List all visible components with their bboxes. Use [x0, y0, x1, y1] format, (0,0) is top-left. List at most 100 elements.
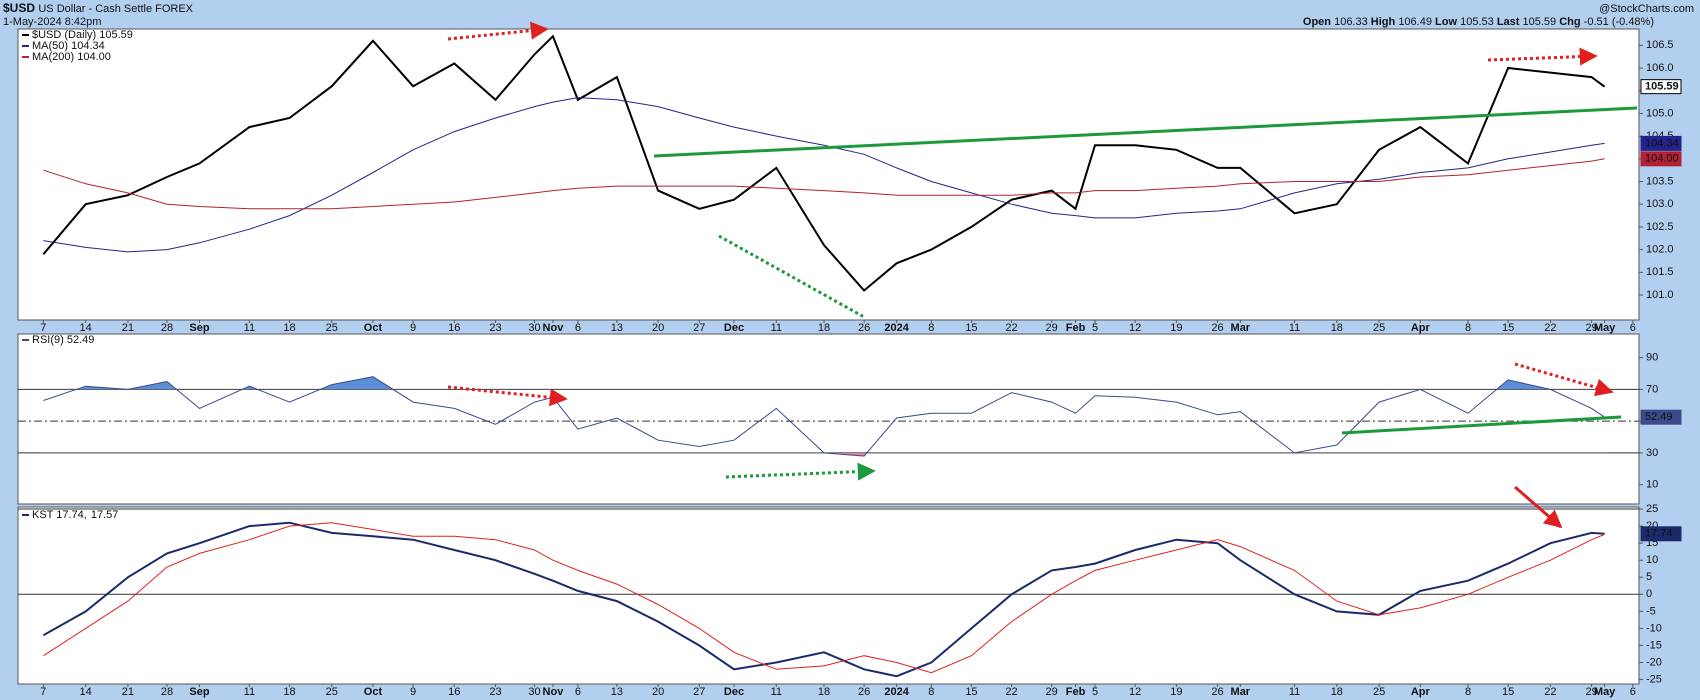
x-tick-label: 26	[1211, 686, 1223, 698]
y-tick-label: 103.0	[1646, 198, 1674, 210]
last-value-tag	[1640, 526, 1682, 542]
legend-label: RSI(9) 52.49	[32, 334, 94, 346]
x-tick-label: 18	[1331, 322, 1343, 334]
x-tick-label: 2024	[884, 322, 909, 334]
open-label: Open	[1303, 16, 1331, 28]
arrow	[1514, 362, 1614, 397]
last-value-label: 52.49	[1645, 411, 1673, 423]
x-tick-label: 21	[122, 322, 134, 334]
date: 1-May-2024 8:42pm	[3, 16, 101, 28]
x-tick-label: 5	[1092, 686, 1098, 698]
y-tick-label: -10	[1646, 622, 1662, 634]
arrow	[1514, 485, 1563, 529]
description: US Dollar - Cash Settle FOREX	[38, 3, 193, 15]
x-tick-label: 25	[326, 686, 338, 698]
y-tick-label: -20	[1646, 656, 1662, 668]
y-tick-label: 90	[1646, 352, 1658, 364]
y-tick-label: 106.0	[1646, 62, 1674, 74]
x-tick-label: 8	[1465, 322, 1471, 334]
arrow	[1487, 47, 1598, 66]
chg-pct: (-0.48%)	[1612, 16, 1654, 28]
x-tick-label: Mar	[1231, 686, 1251, 698]
x-tick-label: 15	[965, 322, 977, 334]
arrow	[447, 21, 549, 41]
x-tick-label: 20	[652, 322, 664, 334]
last-value-tag	[1640, 135, 1682, 151]
x-tick-label: 8	[928, 322, 934, 334]
x-tick-label: Dec	[724, 686, 744, 698]
source: @StockCharts.com	[1599, 3, 1694, 15]
trend-line	[653, 106, 1638, 158]
x-tick-label: 11	[771, 686, 782, 698]
series-line	[43, 158, 1605, 210]
x-tick-label: 14	[80, 686, 92, 698]
open: 106.33	[1334, 16, 1368, 28]
legend-label: MA(200) 104.00	[32, 51, 111, 63]
series-line	[43, 522, 1605, 674]
x-tick-label: 15	[1502, 322, 1514, 334]
x-tick-label: 6	[1630, 322, 1636, 334]
x-tick-label: Apr	[1411, 686, 1431, 698]
y-tick-label: 106.5	[1646, 39, 1674, 51]
x-tick-label: 12	[1129, 322, 1141, 334]
x-tick-label: 19	[1170, 686, 1182, 698]
last-value-tag	[1640, 79, 1682, 95]
y-tick-label: 102.0	[1646, 244, 1674, 256]
x-tick-label: 18	[1331, 686, 1343, 698]
x-tick-label: May	[1594, 686, 1616, 698]
x-tick-label: 18	[818, 686, 830, 698]
x-tick-label: 9	[410, 322, 416, 334]
x-tick-label: 26	[858, 322, 870, 334]
last-value-tag	[1640, 409, 1682, 425]
x-tick-label: Dec	[724, 322, 744, 334]
x-tick-label: 21	[122, 686, 134, 698]
x-tick-label: 22	[1544, 322, 1556, 334]
y-tick-label: 10	[1646, 554, 1658, 566]
x-tick-label: 29	[1046, 322, 1058, 334]
x-tick-label: 15	[965, 686, 977, 698]
x-tick-label: Sep	[189, 686, 209, 698]
y-tick-label: -25	[1646, 673, 1662, 685]
x-tick-label: 9	[410, 686, 416, 698]
chg-label: Chg	[1559, 16, 1580, 28]
last-value-label: 104.00	[1645, 153, 1679, 165]
series-line	[43, 97, 1605, 253]
y-tick-label: -15	[1646, 639, 1662, 651]
x-tick-label: 7	[40, 322, 46, 334]
threshold-fill	[76, 376, 1551, 390]
legend-label: 17.57	[91, 509, 119, 521]
x-tick-label: 2024	[884, 686, 909, 698]
title: $USD US Dollar - Cash Settle FOREX	[3, 1, 194, 15]
y-tick-label: 5	[1646, 571, 1652, 583]
high: 106.49	[1398, 16, 1432, 28]
y-tick-label: 10	[1646, 479, 1658, 491]
panel	[17, 28, 1640, 321]
x-tick-label: May	[1594, 322, 1616, 334]
y-tick-label: 0	[1646, 588, 1652, 600]
x-tick-label: Mar	[1231, 322, 1251, 334]
annotations	[447, 21, 1638, 529]
x-tick-label: 29	[1585, 686, 1597, 698]
x-tick-label: Oct	[364, 686, 383, 698]
x-tick-label: 6	[575, 686, 581, 698]
y-tick-label: 101.5	[1646, 266, 1674, 278]
x-tick-label: 20	[652, 686, 664, 698]
x-tick-label: 23	[489, 322, 501, 334]
x-tick-label: 28	[161, 322, 173, 334]
x-tick-label: 13	[611, 322, 623, 334]
x-tick-label: 22	[1005, 686, 1017, 698]
x-tick-label: 16	[448, 686, 460, 698]
series-line	[43, 376, 1605, 457]
x-tick-label: 12	[1129, 686, 1141, 698]
x-tick-label: 25	[1373, 686, 1385, 698]
x-tick-label: Nov	[543, 322, 565, 334]
y-tick-label: 30	[1646, 447, 1658, 459]
x-tick-label: Feb	[1066, 322, 1086, 334]
x-tick-label: 18	[818, 322, 830, 334]
trend-line	[1341, 415, 1622, 435]
x-tick-label: Oct	[364, 322, 383, 334]
x-tick-label: Sep	[189, 322, 209, 334]
y-tick-label: -5	[1646, 605, 1656, 617]
chg: -0.51	[1584, 16, 1609, 28]
